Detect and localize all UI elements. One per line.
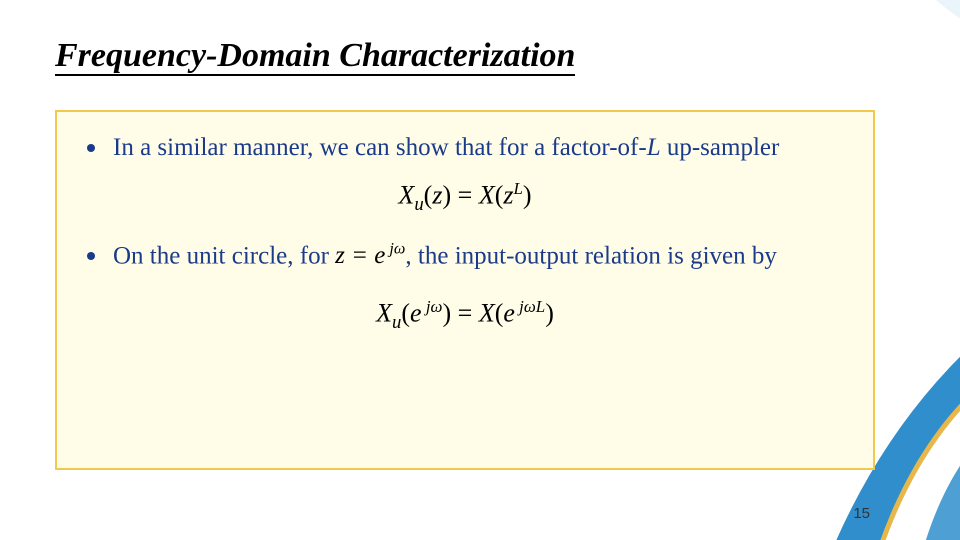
equation-2: Xu(e jω) = X(e jωL) <box>87 297 843 334</box>
bullet-1: In a similar manner, we can show that fo… <box>87 130 843 165</box>
slide-title: Frequency-Domain Characterization <box>55 38 575 76</box>
bullet-2-math: z = e jω <box>335 242 405 269</box>
bullet-dot-icon <box>87 144 95 152</box>
content-box: In a similar manner, we can show that fo… <box>55 110 875 470</box>
bullet-1-suffix: up-sampler <box>661 134 780 161</box>
bullet-1-prefix: In a similar manner, we can show that fo… <box>113 134 647 161</box>
bullet-1-ital: L <box>647 134 661 161</box>
bullet-2-text: On the unit circle, for z = e jω, the in… <box>113 238 777 273</box>
page-number: 15 <box>853 505 870 522</box>
bullet-2: On the unit circle, for z = e jω, the in… <box>87 238 843 273</box>
bullet-2-prefix: On the unit circle, for <box>113 242 335 269</box>
bullet-dot-icon <box>87 252 95 260</box>
bullet-2-suffix: , the input-output relation is given by <box>405 242 776 269</box>
bullet-1-text: In a similar manner, we can show that fo… <box>113 130 779 165</box>
equation-1: Xu(z) = X(zL) <box>87 179 843 216</box>
slide: Frequency-Domain Characterization In a s… <box>0 0 960 540</box>
